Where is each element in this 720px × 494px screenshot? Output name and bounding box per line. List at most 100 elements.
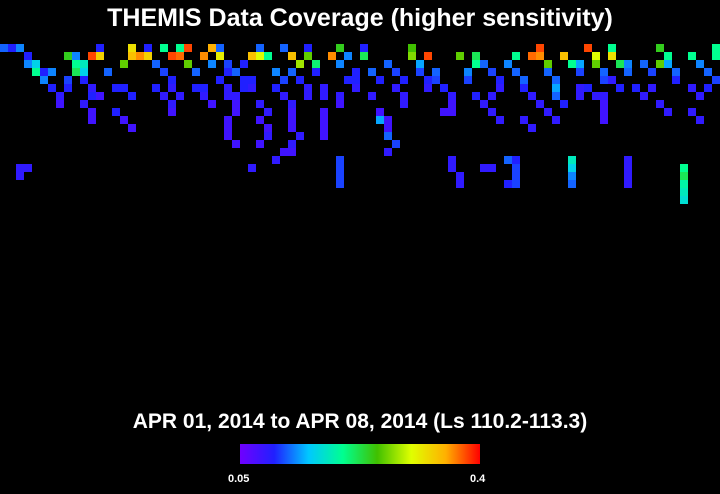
coverage-cell (120, 116, 128, 124)
coverage-cell (648, 84, 656, 92)
colorbar-min-label: 0.05 (228, 473, 250, 485)
coverage-cell (184, 44, 192, 52)
coverage-cell (656, 60, 664, 68)
coverage-cell (288, 116, 296, 124)
coverage-cell (560, 52, 568, 60)
coverage-cell (680, 172, 688, 180)
coverage-cell (80, 76, 88, 84)
coverage-cell (168, 76, 176, 84)
coverage-cell (224, 84, 232, 92)
coverage-cell (568, 172, 576, 180)
coverage-cell (416, 60, 424, 68)
coverage-cell (96, 52, 104, 60)
coverage-cell (248, 52, 256, 60)
coverage-cell (160, 92, 168, 100)
coverage-cell (616, 60, 624, 68)
coverage-cell (440, 84, 448, 92)
coverage-cell (336, 44, 344, 52)
coverage-cell (24, 60, 32, 68)
coverage-cell (344, 52, 352, 60)
coverage-cell (424, 76, 432, 84)
coverage-cell (552, 116, 560, 124)
coverage-cell (464, 76, 472, 84)
coverage-cell (24, 52, 32, 60)
coverage-cell (696, 60, 704, 68)
coverage-cell (368, 68, 376, 76)
coverage-cell (8, 44, 16, 52)
coverage-cell (408, 44, 416, 52)
coverage-cell (288, 124, 296, 132)
coverage-cell (592, 52, 600, 60)
coverage-cell (488, 92, 496, 100)
coverage-cell (56, 100, 64, 108)
coverage-cell (136, 52, 144, 60)
coverage-cell (528, 52, 536, 60)
coverage-cell (472, 92, 480, 100)
coverage-cell (128, 124, 136, 132)
coverage-cell (656, 44, 664, 52)
coverage-cell (88, 108, 96, 116)
coverage-cell (248, 164, 256, 172)
coverage-cell (304, 52, 312, 60)
coverage-cell (704, 68, 712, 76)
coverage-cell (600, 68, 608, 76)
coverage-cell (536, 44, 544, 52)
coverage-cell (192, 68, 200, 76)
coverage-cell (392, 140, 400, 148)
coverage-cell (664, 52, 672, 60)
coverage-cell (320, 116, 328, 124)
coverage-cell (384, 124, 392, 132)
coverage-cell (400, 92, 408, 100)
coverage-cell (256, 100, 264, 108)
coverage-cell (544, 60, 552, 68)
coverage-cell (448, 92, 456, 100)
coverage-cell (664, 60, 672, 68)
coverage-cell (680, 180, 688, 188)
coverage-cell (32, 60, 40, 68)
coverage-cell (600, 76, 608, 84)
coverage-cell (16, 172, 24, 180)
coverage-cell (224, 116, 232, 124)
coverage-cell (152, 84, 160, 92)
coverage-cell (400, 100, 408, 108)
coverage-cell (328, 52, 336, 60)
coverage-cell (520, 84, 528, 92)
coverage-cell (488, 68, 496, 76)
coverage-cell (584, 44, 592, 52)
coverage-cell (472, 52, 480, 60)
coverage-cell (80, 68, 88, 76)
coverage-cell (264, 124, 272, 132)
coverage-cell (160, 44, 168, 52)
coverage-cell (168, 52, 176, 60)
coverage-cell (272, 68, 280, 76)
coverage-cell (480, 100, 488, 108)
coverage-cell (184, 60, 192, 68)
coverage-cell (432, 68, 440, 76)
coverage-cell (320, 108, 328, 116)
coverage-cell (688, 84, 696, 92)
coverage-cell (448, 156, 456, 164)
coverage-cell (64, 52, 72, 60)
coverage-cell (352, 84, 360, 92)
coverage-cell (536, 52, 544, 60)
coverage-cell (160, 68, 168, 76)
coverage-cell (416, 68, 424, 76)
coverage-cell (224, 92, 232, 100)
coverage-cell (624, 180, 632, 188)
coverage-cell (384, 116, 392, 124)
map-background (0, 44, 720, 396)
colorbar-max-label: 0.4 (470, 473, 486, 485)
coverage-cell (128, 92, 136, 100)
coverage-cell (248, 76, 256, 84)
coverage-cell (16, 164, 24, 172)
coverage-cell (552, 76, 560, 84)
coverage-cell (568, 180, 576, 188)
coverage-cell (144, 52, 152, 60)
coverage-cell (304, 44, 312, 52)
coverage-cell (208, 44, 216, 52)
coverage-cell (168, 84, 176, 92)
coverage-cell (584, 84, 592, 92)
coverage-cell (448, 164, 456, 172)
coverage-cell (568, 156, 576, 164)
coverage-cell (248, 84, 256, 92)
